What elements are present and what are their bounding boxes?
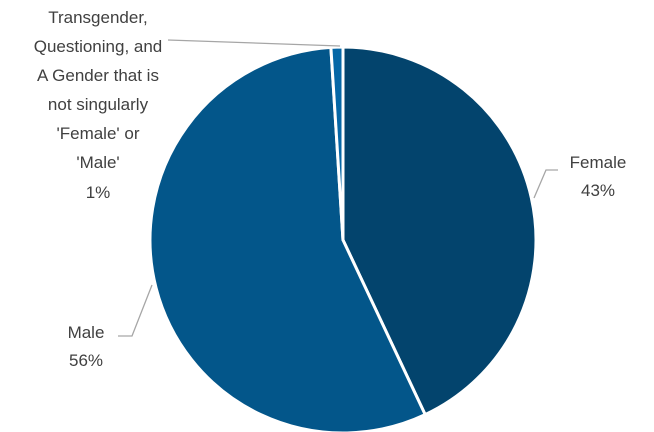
- female-leader-line: [533, 169, 558, 199]
- male-label-percent: 56%: [69, 351, 103, 370]
- other-label-line-5: 'Female' or: [56, 124, 139, 143]
- female-label-percent: 43%: [581, 181, 615, 200]
- female-label-name: Female: [570, 153, 627, 172]
- pie-slice-male: [148, 45, 427, 432]
- other-label-line-6: 'Male': [76, 153, 119, 172]
- male-data-label: Male 56%: [68, 323, 105, 370]
- pie-slices: [148, 45, 538, 432]
- pie-slice-female: [341, 45, 538, 417]
- male-label-name: Male: [68, 323, 105, 342]
- other-label-percent: 1%: [86, 183, 111, 202]
- other-leader-line: [167, 39, 341, 47]
- female-data-label: Female 43%: [570, 153, 627, 200]
- other-data-label: Transgender, Questioning, and A Gender t…: [34, 8, 163, 202]
- other-label-line-2: Questioning, and: [34, 37, 163, 56]
- pie-slice-transgender: [329, 45, 345, 242]
- male-leader-line: [118, 284, 153, 337]
- other-label-line-4: not singularly: [48, 95, 149, 114]
- other-label-line-1: Transgender,: [48, 8, 148, 27]
- other-label-line-3: A Gender that is: [37, 66, 159, 85]
